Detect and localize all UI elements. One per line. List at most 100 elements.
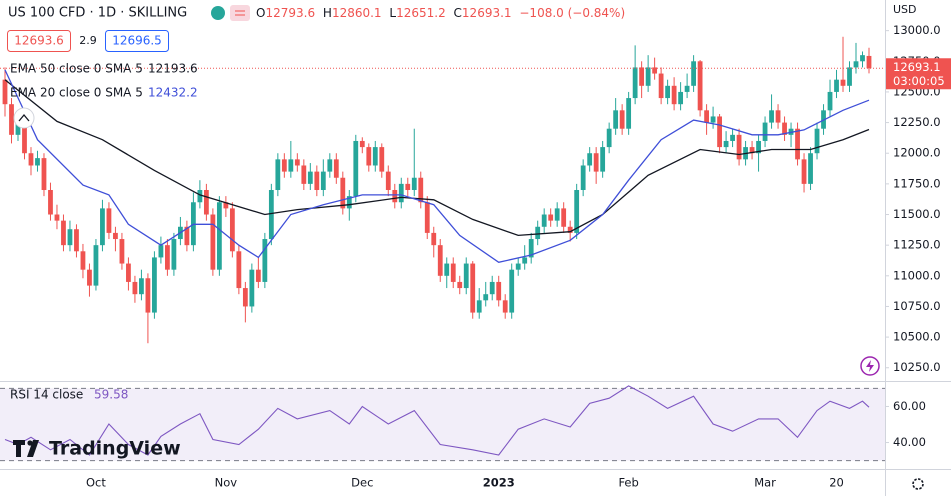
x-tick-label: 2023 <box>483 476 515 490</box>
candle-body <box>294 159 300 166</box>
candle-body <box>236 251 242 289</box>
bolt <box>866 360 874 372</box>
change: −108.0 (−0.84%) <box>519 6 625 20</box>
candle-body <box>48 190 53 215</box>
candle-body <box>756 140 761 154</box>
candle-body <box>80 251 86 270</box>
logo: TradingView <box>13 438 181 460</box>
status-icon[interactable] <box>211 6 225 20</box>
candle-body <box>548 214 554 221</box>
x-tick-label: Feb <box>618 476 638 490</box>
candle-body <box>671 85 677 105</box>
logo-mark <box>13 440 25 457</box>
collapse-button[interactable] <box>13 107 35 129</box>
currency: USD <box>893 3 917 16</box>
candle-body <box>853 61 859 68</box>
candle-body <box>197 190 203 203</box>
candle-body <box>158 245 164 258</box>
candle-body <box>808 153 813 184</box>
candle-body <box>554 208 560 221</box>
candle-body <box>171 239 177 270</box>
ohlc: O12793.6 H12860.1 L12651.2 C12693.1 −108… <box>256 6 625 20</box>
candle-body <box>61 220 66 246</box>
indicator-line <box>4 385 870 456</box>
candle-body <box>229 208 235 252</box>
buy-box[interactable] <box>105 30 169 52</box>
candle-body <box>769 110 774 123</box>
price-tag-value: 12693.1 <box>893 60 941 74</box>
candle-body <box>535 226 541 240</box>
candle-body <box>67 229 73 246</box>
legend-value: 59.58 <box>94 388 128 402</box>
indicator-line <box>4 69 870 263</box>
candle-body <box>139 278 144 295</box>
candle-body <box>795 128 800 160</box>
sell-box[interactable] <box>7 30 71 52</box>
candle-body <box>2 79 8 105</box>
ohlc-value: 12693.1 <box>462 6 512 20</box>
pink-icon[interactable] <box>230 5 250 21</box>
y-tick-label: 10500.0 <box>893 330 941 344</box>
candle-body <box>860 55 865 62</box>
settings-icon[interactable] <box>912 478 924 490</box>
candle-body <box>366 147 372 166</box>
logo-mark <box>27 440 39 457</box>
candle-body <box>652 67 658 74</box>
candle-body <box>320 171 326 190</box>
x-tick-label: 20 <box>829 476 844 490</box>
candle-body <box>678 91 684 105</box>
y-tick-label: 40.00 <box>893 435 926 449</box>
candle-body <box>691 61 697 86</box>
y-tick-label: 12250.0 <box>893 115 941 129</box>
candle-body <box>613 110 619 129</box>
candle-body <box>444 263 450 276</box>
bid: 12693.6 <box>14 34 64 48</box>
candle-body <box>736 134 742 160</box>
countdown: 03:00:05 <box>893 74 945 88</box>
candle-body <box>658 73 664 99</box>
candle-body <box>704 110 709 123</box>
candle-body <box>418 177 424 203</box>
y-tick-label: 11750.0 <box>893 176 941 190</box>
candle-body <box>216 202 222 270</box>
candle-body <box>210 214 216 270</box>
candle-body <box>28 153 34 166</box>
candle-body <box>619 110 625 129</box>
ohlc-label: L <box>389 6 396 20</box>
candle-body <box>457 281 463 289</box>
candle-body <box>54 214 60 221</box>
indicator-line <box>4 79 870 237</box>
candle-body <box>411 177 417 190</box>
candle-body <box>242 288 248 307</box>
candle-body <box>132 281 138 295</box>
candle-body <box>93 245 99 286</box>
candle-body <box>749 147 755 154</box>
candle-body <box>281 159 287 172</box>
candle-body <box>522 257 528 264</box>
candle-body <box>567 226 573 233</box>
y-tick-label: 11000.0 <box>893 268 941 282</box>
candle-body <box>762 122 768 141</box>
candle-body <box>541 214 547 227</box>
candle-body <box>502 300 508 313</box>
candle-body <box>359 140 365 148</box>
candle-body <box>145 278 151 313</box>
candle-body <box>665 85 671 99</box>
candle-body <box>561 208 567 227</box>
candle-body <box>307 171 313 184</box>
candle-body <box>827 91 833 111</box>
candle-body <box>113 232 118 240</box>
legend-name: RSI 14 close <box>10 388 83 402</box>
candle-body <box>327 159 333 172</box>
candle-body <box>489 281 495 295</box>
legend-value: 12432.2 <box>148 86 198 100</box>
x-tick-label: Mar <box>754 476 776 490</box>
y-tick-label: 11500.0 <box>893 207 941 221</box>
candle-body <box>834 79 839 92</box>
candle-body <box>866 55 872 69</box>
candle-body <box>528 239 534 258</box>
ohlc-value: 12651.2 <box>396 6 446 20</box>
spread: 2.9 <box>79 34 97 47</box>
candle-body <box>463 263 469 289</box>
